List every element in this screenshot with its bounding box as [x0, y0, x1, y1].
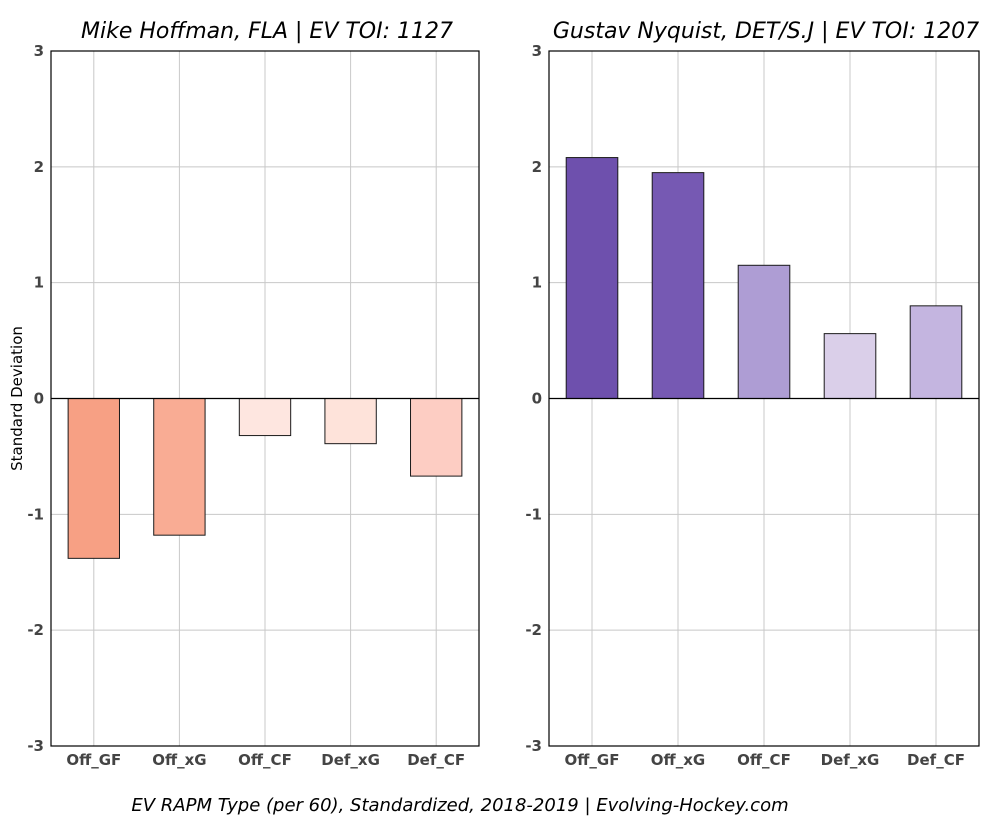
y-tick-label: -3 [525, 737, 542, 755]
chart-panel-1: -3 -2 -1 0 1 2 3 Off_GF Off_xG Off_CF Def_xG Def_CF… [8, 19, 480, 769]
footer-caption: EV RAPM Type (per 60), Standardized, 201… [131, 795, 788, 816]
bar-def-cf [909, 305, 963, 400]
y-tick-label: 1 [532, 274, 542, 292]
plot-frame [548, 50, 980, 747]
x-tick-label: Off_CF [737, 751, 791, 769]
bar-def-xg [324, 398, 377, 445]
chart-title: Gustav Nyquist, DET/S.J | EV TOI: 1207 [553, 19, 979, 44]
x-tick-label: Def_CF [407, 751, 465, 769]
bar-def-cf [410, 398, 463, 477]
bar-off-cf [737, 264, 791, 399]
plot-frame [50, 50, 480, 747]
y-tick-label: 3 [532, 42, 542, 60]
x-tick-label: Off_xG [152, 751, 206, 769]
y-tick-label: 0 [532, 390, 542, 408]
y-tick-label: -2 [525, 621, 542, 639]
chart-title: Mike Hoffman, FLA | EV TOI: 1127 [81, 19, 453, 44]
x-tick-label: Def_xG [321, 751, 380, 769]
bar-def-xg [823, 333, 877, 399]
x-tick-label: Off_GF [66, 751, 121, 769]
bar-off-xg [153, 398, 206, 536]
x-tick-label: Def_xG [821, 751, 880, 769]
y-tick-label: -2 [27, 621, 44, 639]
x-tick-label: Off_CF [238, 751, 292, 769]
y-tick-label: 2 [532, 158, 542, 176]
y-tick-label: -1 [27, 505, 44, 523]
bar-off-gf [67, 398, 120, 559]
y-tick-label: -1 [525, 505, 542, 523]
y-tick-label: 3 [34, 42, 44, 60]
y-tick-label: 1 [34, 274, 44, 292]
y-axis-label: Standard Deviation [8, 326, 26, 471]
y-tick-label: 0 [34, 390, 44, 408]
x-tick-label: Off_GF [565, 751, 620, 769]
y-tick-label: 2 [34, 158, 44, 176]
bar-off-cf [238, 398, 292, 437]
chart-panel-2: -3 -2 -1 0 1 2 3 Off_GF Off_xG Off_CF Def_xG Def_CF… [525, 19, 980, 769]
bar-off-gf [565, 157, 619, 399]
bar-off-xg [651, 172, 705, 399]
x-tick-label: Off_xG [651, 751, 705, 769]
y-tick-label: -3 [27, 737, 44, 755]
x-tick-label: Def_CF [907, 751, 965, 769]
